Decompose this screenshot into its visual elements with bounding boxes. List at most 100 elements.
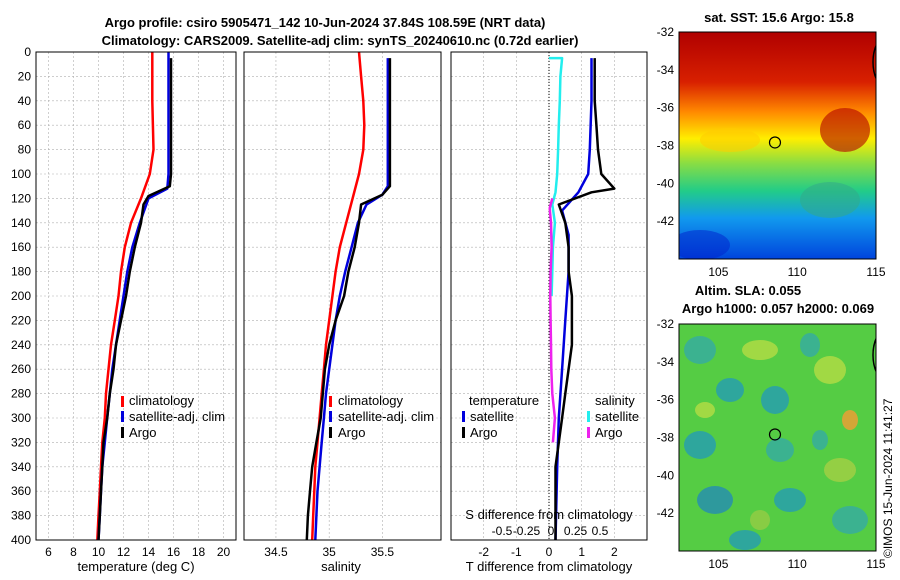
map-y-tick-label: -36	[657, 101, 675, 115]
legend-s-argo-swatch	[587, 427, 590, 438]
legend-satellite-label: satellite-adj. clim	[129, 409, 225, 424]
temperature-grid	[36, 51, 236, 541]
legend-t-satellite-label: satellite	[470, 409, 514, 424]
y-tick-label: 280	[11, 387, 31, 401]
sst-warm-patch	[820, 108, 870, 152]
s-tick-label: 0.5	[592, 524, 609, 538]
x-tick-label: 20	[217, 545, 231, 559]
sla-anomaly-blob	[774, 488, 806, 512]
y-tick-label: 220	[11, 313, 31, 327]
series-line-satellite-adj-clim	[314, 58, 390, 541]
sla-anomaly-blob	[832, 506, 868, 534]
sla-anomaly-blob	[814, 356, 846, 384]
sla-anomaly-blob	[695, 402, 715, 418]
s-tick-label: 0.25	[564, 524, 588, 538]
series-line-climatology	[310, 51, 366, 541]
sst-cool-patch	[679, 230, 730, 259]
difference-axes-frame	[450, 51, 648, 541]
temperature-panel: 0 20 40 60 80 100 120 140 160 180 200 220 240 260 280 3…	[11, 45, 237, 574]
map-y-tick-label: -40	[657, 468, 675, 482]
figure-title-line2: Climatology: CARS2009. Satellite-adj cli…	[102, 33, 579, 48]
x-tick-label: 35	[323, 545, 337, 559]
sla-anomaly-blob	[729, 530, 761, 550]
x-tick-label: 1	[578, 545, 585, 559]
map-x-tick-label: 105	[708, 557, 728, 571]
s-tick-label: -0.5	[492, 524, 513, 538]
temperature-xlabel: temperature (deg C)	[77, 559, 194, 574]
map-y-tick-label: -36	[657, 393, 675, 407]
salinity-xlabel: salinity	[321, 559, 361, 574]
legend-salinity-title: salinity	[595, 393, 635, 408]
sst-map-tick-labels: 105 110 115 -32 -34 -36 -38 -40 -42	[657, 25, 886, 279]
legend-climatology-label: climatology	[338, 393, 404, 408]
difference-series	[548, 56, 616, 541]
legend-climatology-swatch	[121, 396, 124, 407]
map-x-tick-label: 115	[866, 557, 885, 571]
y-tick-label: 0	[24, 45, 31, 59]
map-y-tick-label: -34	[657, 63, 675, 77]
x-tick-label: 8	[70, 545, 77, 559]
depth-tick-labels: 0 20 40 60 80 100 120 140 160 180 200 220 240 260 280 3…	[11, 45, 31, 547]
y-tick-label: 360	[11, 484, 31, 498]
map-y-tick-label: -38	[657, 431, 675, 445]
sla-anomaly-blob	[761, 386, 789, 414]
series-line-s-argo	[548, 198, 557, 443]
legend-argo-label: Argo	[338, 425, 365, 440]
map-y-tick-label: -34	[657, 355, 675, 369]
map-x-tick-label: 115	[866, 265, 885, 279]
sla-profile-location-marker	[768, 428, 782, 441]
x-tick-label: 0	[546, 545, 553, 559]
map-y-tick-label: -42	[657, 214, 675, 228]
x-tick-label: 34.5	[264, 545, 288, 559]
sla-map-title-line2: Argo h1000: 0.057 h2000: 0.069	[682, 301, 874, 316]
series-line-argo	[97, 58, 173, 541]
legend-satellite-swatch	[329, 411, 332, 422]
map-y-tick-label: -42	[657, 506, 675, 520]
x-tick-label: 18	[192, 545, 206, 559]
sla-map-frame	[678, 323, 877, 552]
legend-t-argo-swatch	[462, 427, 465, 438]
map-x-tick-label: 110	[788, 265, 807, 279]
salinity-legend: climatology satellite-adj. clim Argo	[329, 393, 434, 440]
map-x-tick-label: 105	[708, 265, 728, 279]
x-tick-label: 2	[611, 545, 618, 559]
sla-anomaly-blob	[716, 378, 744, 402]
sla-blobs	[684, 333, 868, 550]
map-y-tick-label: -40	[657, 176, 675, 190]
sla-map-title-line1: Altim. SLA: 0.055	[695, 283, 801, 298]
temperature-tick-labels: 6 8 10 12 14 16 18 20	[45, 545, 230, 559]
series-line-climatology	[96, 52, 155, 541]
sla-map: Altim. SLA: 0.055 Argo h1000: 0.057 h200…	[657, 283, 886, 571]
y-tick-label: 340	[11, 460, 31, 474]
sst-map-frame	[678, 31, 877, 260]
t-difference-tick-labels: -2 -1 0 1 2	[478, 545, 618, 559]
x-tick-label: 35.5	[371, 545, 395, 559]
y-tick-label: 300	[11, 411, 31, 425]
y-tick-label: 120	[11, 191, 31, 205]
x-tick-label: -2	[478, 545, 489, 559]
legend-s-argo-label: Argo	[595, 425, 622, 440]
legend-argo-swatch	[121, 427, 124, 438]
y-tick-label: 380	[11, 509, 31, 523]
sla-map-tick-labels: 105 110 115 -32 -34 -36 -38 -40 -42	[657, 317, 886, 571]
s-difference-tick-labels: -0.5 -0.25 0 0.25 0.5	[492, 524, 609, 538]
sla-anomaly-blob	[800, 333, 820, 357]
sla-anomaly-blob	[750, 510, 770, 530]
legend-argo-swatch	[329, 427, 332, 438]
sla-anomaly-blob	[742, 340, 778, 360]
legend-argo-label: Argo	[129, 425, 156, 440]
y-tick-label: 320	[11, 435, 31, 449]
s-difference-label: S difference from climatology	[465, 507, 633, 522]
difference-panel: -2 -1 0 1 2 -0.5 -0.25 0 0.25 0.5 S difference f…	[450, 51, 648, 574]
temperature-diff-legend: temperature satellite Argo	[462, 393, 539, 440]
series-line-t-satellite	[554, 58, 593, 541]
sst-map: sat. SST: 15.6 Argo: 15.8 105 110 115 -32 -3…	[657, 10, 886, 279]
legend-s-satellite-swatch	[587, 411, 590, 422]
sla-anomaly-blob	[684, 336, 716, 364]
figure-title-line1: Argo profile: csiro 5905471_142 10-Jun-2…	[105, 15, 546, 30]
legend-temperature-title: temperature	[469, 393, 539, 408]
y-tick-label: 100	[11, 167, 31, 181]
temperature-series	[96, 52, 173, 541]
y-tick-label: 400	[11, 533, 31, 547]
y-tick-label: 180	[11, 265, 31, 279]
